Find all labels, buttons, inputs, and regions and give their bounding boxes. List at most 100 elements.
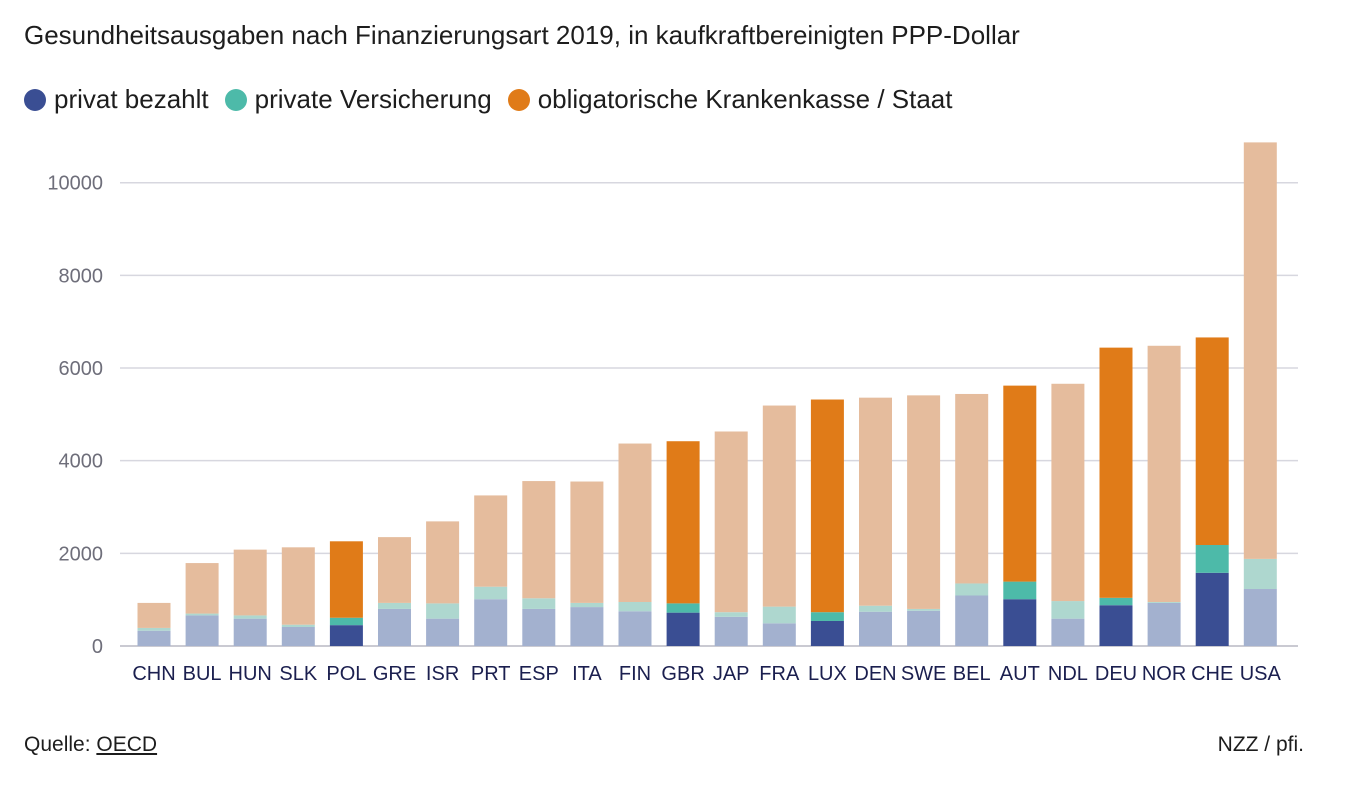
legend-swatch-private-versicherung (224, 88, 247, 111)
bar-aut-series-3 (1003, 385, 1037, 582)
y-tick-label: 10000 (47, 173, 103, 195)
bar-aut-series-2 (1003, 581, 1037, 600)
bar-ndl-series-1 (1051, 618, 1085, 646)
bar-ita-series-2 (570, 602, 604, 608)
x-tick-label-swe: SWE (901, 663, 947, 685)
bar-lux-series-1 (810, 620, 844, 646)
x-tick-label-ndl: NDL (1048, 663, 1088, 685)
legend-item-private-versicherung: private Versicherung (224, 84, 492, 115)
bar-ndl-series-3 (1051, 383, 1085, 602)
bar-lux-series-2 (810, 612, 844, 621)
x-tick-label-fin: FIN (619, 663, 651, 685)
legend-label-obligatorische-krankenkasse: obligatorische Krankenkasse / Staat (537, 84, 953, 114)
x-tick-label-jap: JAP (713, 663, 750, 685)
bar-deu-series-2 (1099, 597, 1133, 606)
bar-fin-series-3 (618, 443, 652, 602)
bar-slk-series-1 (281, 627, 315, 646)
bar-fin-series-2 (618, 601, 652, 612)
bar-hun-series-3 (233, 549, 267, 616)
bar-bul-series-1 (185, 615, 219, 646)
bar-chn-series-3 (137, 602, 171, 628)
bar-usa-series-1 (1243, 589, 1277, 646)
bar-pol-series-2 (329, 617, 363, 626)
bar-swe-series-3 (907, 395, 941, 609)
bar-usa-series-3 (1243, 142, 1277, 559)
bar-aut-series-1 (1003, 599, 1037, 646)
bar-esp-series-3 (522, 481, 556, 599)
bar-pol-series-3 (329, 541, 363, 618)
bar-den-series-2 (859, 605, 892, 612)
bar-gre-series-2 (378, 602, 411, 609)
source-note: Quelle: OECD (24, 733, 157, 757)
y-tick-label: 2000 (59, 543, 104, 565)
x-tick-label-nor: NOR (1142, 663, 1186, 685)
bar-gre-series-1 (378, 608, 411, 646)
source-prefix: Quelle: (24, 733, 97, 756)
bar-nor-series-2 (1147, 601, 1181, 603)
bar-ita-series-1 (570, 607, 604, 646)
bar-den-series-1 (859, 611, 892, 646)
chart-legend: privat bezahlt private Versicherung obli… (24, 84, 968, 115)
x-tick-label-gre: GRE (373, 663, 416, 685)
legend-swatch-privat-bezahlt (24, 88, 46, 111)
bar-fra-series-2 (762, 606, 796, 624)
x-tick-label-aut: AUT (1000, 663, 1040, 685)
bar-den-series-3 (859, 397, 892, 606)
bar-bul-series-2 (185, 613, 219, 616)
bar-swe-series-2 (907, 608, 941, 611)
x-tick-label-lux: LUX (808, 663, 847, 685)
legend-item-privat-bezahlt: privat bezahlt (24, 84, 209, 115)
legend-label-private-versicherung: private Versicherung (254, 84, 492, 114)
bar-bul-series-3 (185, 563, 219, 614)
x-tick-label-deu: DEU (1095, 663, 1137, 685)
bar-che-series-3 (1195, 337, 1229, 545)
x-tick-label-bul: BUL (183, 663, 222, 685)
credit-note: NZZ / pfi. (1217, 733, 1304, 756)
bar-prt-series-2 (474, 586, 508, 600)
bar-bel-series-3 (955, 393, 989, 584)
x-tick-label-hun: HUN (229, 663, 272, 685)
legend-swatch-obligatorische-krankenkasse (507, 88, 530, 111)
bar-lux-series-3 (810, 399, 844, 613)
bar-chn-series-1 (137, 630, 171, 646)
x-tick-label-chn: CHN (132, 663, 175, 685)
x-tick-label-prt: PRT (471, 663, 511, 685)
bar-prt-series-1 (474, 599, 508, 646)
x-tick-label-slk: SLK (279, 663, 317, 685)
bar-esp-series-2 (522, 598, 556, 609)
bar-deu-series-1 (1099, 605, 1133, 646)
x-tick-label-gbr: GBR (661, 663, 704, 685)
bar-chn-series-2 (137, 627, 171, 631)
bar-pol-series-1 (329, 625, 363, 646)
bar-prt-series-3 (474, 495, 508, 587)
x-tick-label-usa: USA (1240, 663, 1282, 685)
bar-jap-series-3 (714, 431, 748, 613)
bar-nor-series-1 (1147, 602, 1181, 646)
bar-gbr-series-2 (666, 603, 700, 613)
bar-esp-series-1 (522, 608, 556, 646)
bar-fra-series-1 (762, 623, 796, 646)
bar-bel-series-1 (955, 595, 989, 646)
bar-deu-series-3 (1099, 347, 1133, 598)
bar-usa-series-2 (1243, 558, 1277, 590)
y-tick-label: 4000 (59, 451, 104, 473)
source-link-oecd[interactable]: OECD (96, 733, 158, 756)
x-tick-label-che: CHE (1191, 663, 1233, 685)
bar-jap-series-2 (714, 612, 748, 617)
bar-gbr-series-3 (666, 441, 700, 604)
legend-label-privat-bezahlt: privat bezahlt (54, 84, 209, 114)
x-tick-label-pol: POL (326, 663, 366, 685)
bar-jap-series-1 (714, 616, 748, 646)
bar-hun-series-1 (233, 618, 267, 646)
bar-bel-series-2 (955, 583, 989, 596)
bar-slk-series-3 (281, 547, 315, 625)
bar-isr-series-1 (426, 618, 460, 646)
bar-ndl-series-2 (1051, 601, 1085, 619)
bar-isr-series-3 (426, 521, 460, 604)
bar-gre-series-3 (378, 537, 411, 603)
y-tick-label: 8000 (59, 265, 104, 287)
bar-slk-series-2 (281, 624, 315, 628)
y-tick-label: 6000 (59, 358, 104, 380)
bar-hun-series-2 (233, 615, 267, 619)
